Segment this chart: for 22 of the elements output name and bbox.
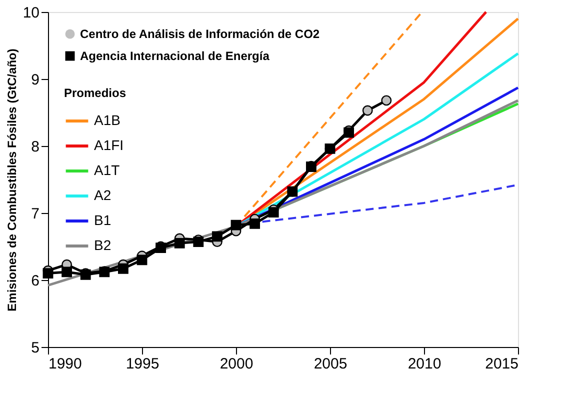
legend-label: A1T bbox=[94, 162, 120, 178]
x-tick-label: 2000 bbox=[220, 356, 254, 372]
y-tick-label: 5 bbox=[31, 340, 40, 356]
x-tick-label: 2005 bbox=[314, 356, 348, 372]
legend-label: Agencia Internacional de Energía bbox=[80, 49, 270, 63]
x-tick-label: 1995 bbox=[126, 356, 160, 372]
x-tick-label: 2015 bbox=[485, 356, 518, 372]
legend-label: A2 bbox=[94, 187, 112, 203]
x-tick-label: 1990 bbox=[48, 356, 82, 372]
legend-label: A1FI bbox=[94, 137, 124, 153]
x-tick-label: 2010 bbox=[408, 356, 442, 372]
y-axis-title: Emisiones de Combustibles Fósiles (GtC/año) bbox=[4, 48, 19, 312]
y-tick-label: 9 bbox=[31, 72, 40, 88]
legend-title: Promedios bbox=[64, 86, 126, 100]
legend-label: B1 bbox=[94, 212, 112, 228]
legend-label: A1B bbox=[94, 112, 120, 128]
y-tick-label: 7 bbox=[31, 206, 40, 222]
legend-label: B2 bbox=[94, 237, 112, 253]
y-tick-label: 10 bbox=[22, 4, 40, 22]
legend-label: Centro de Análisis de Información de CO2 bbox=[80, 27, 320, 41]
y-tick-label: 8 bbox=[31, 138, 40, 156]
y-tick-label: 6 bbox=[31, 272, 40, 290]
